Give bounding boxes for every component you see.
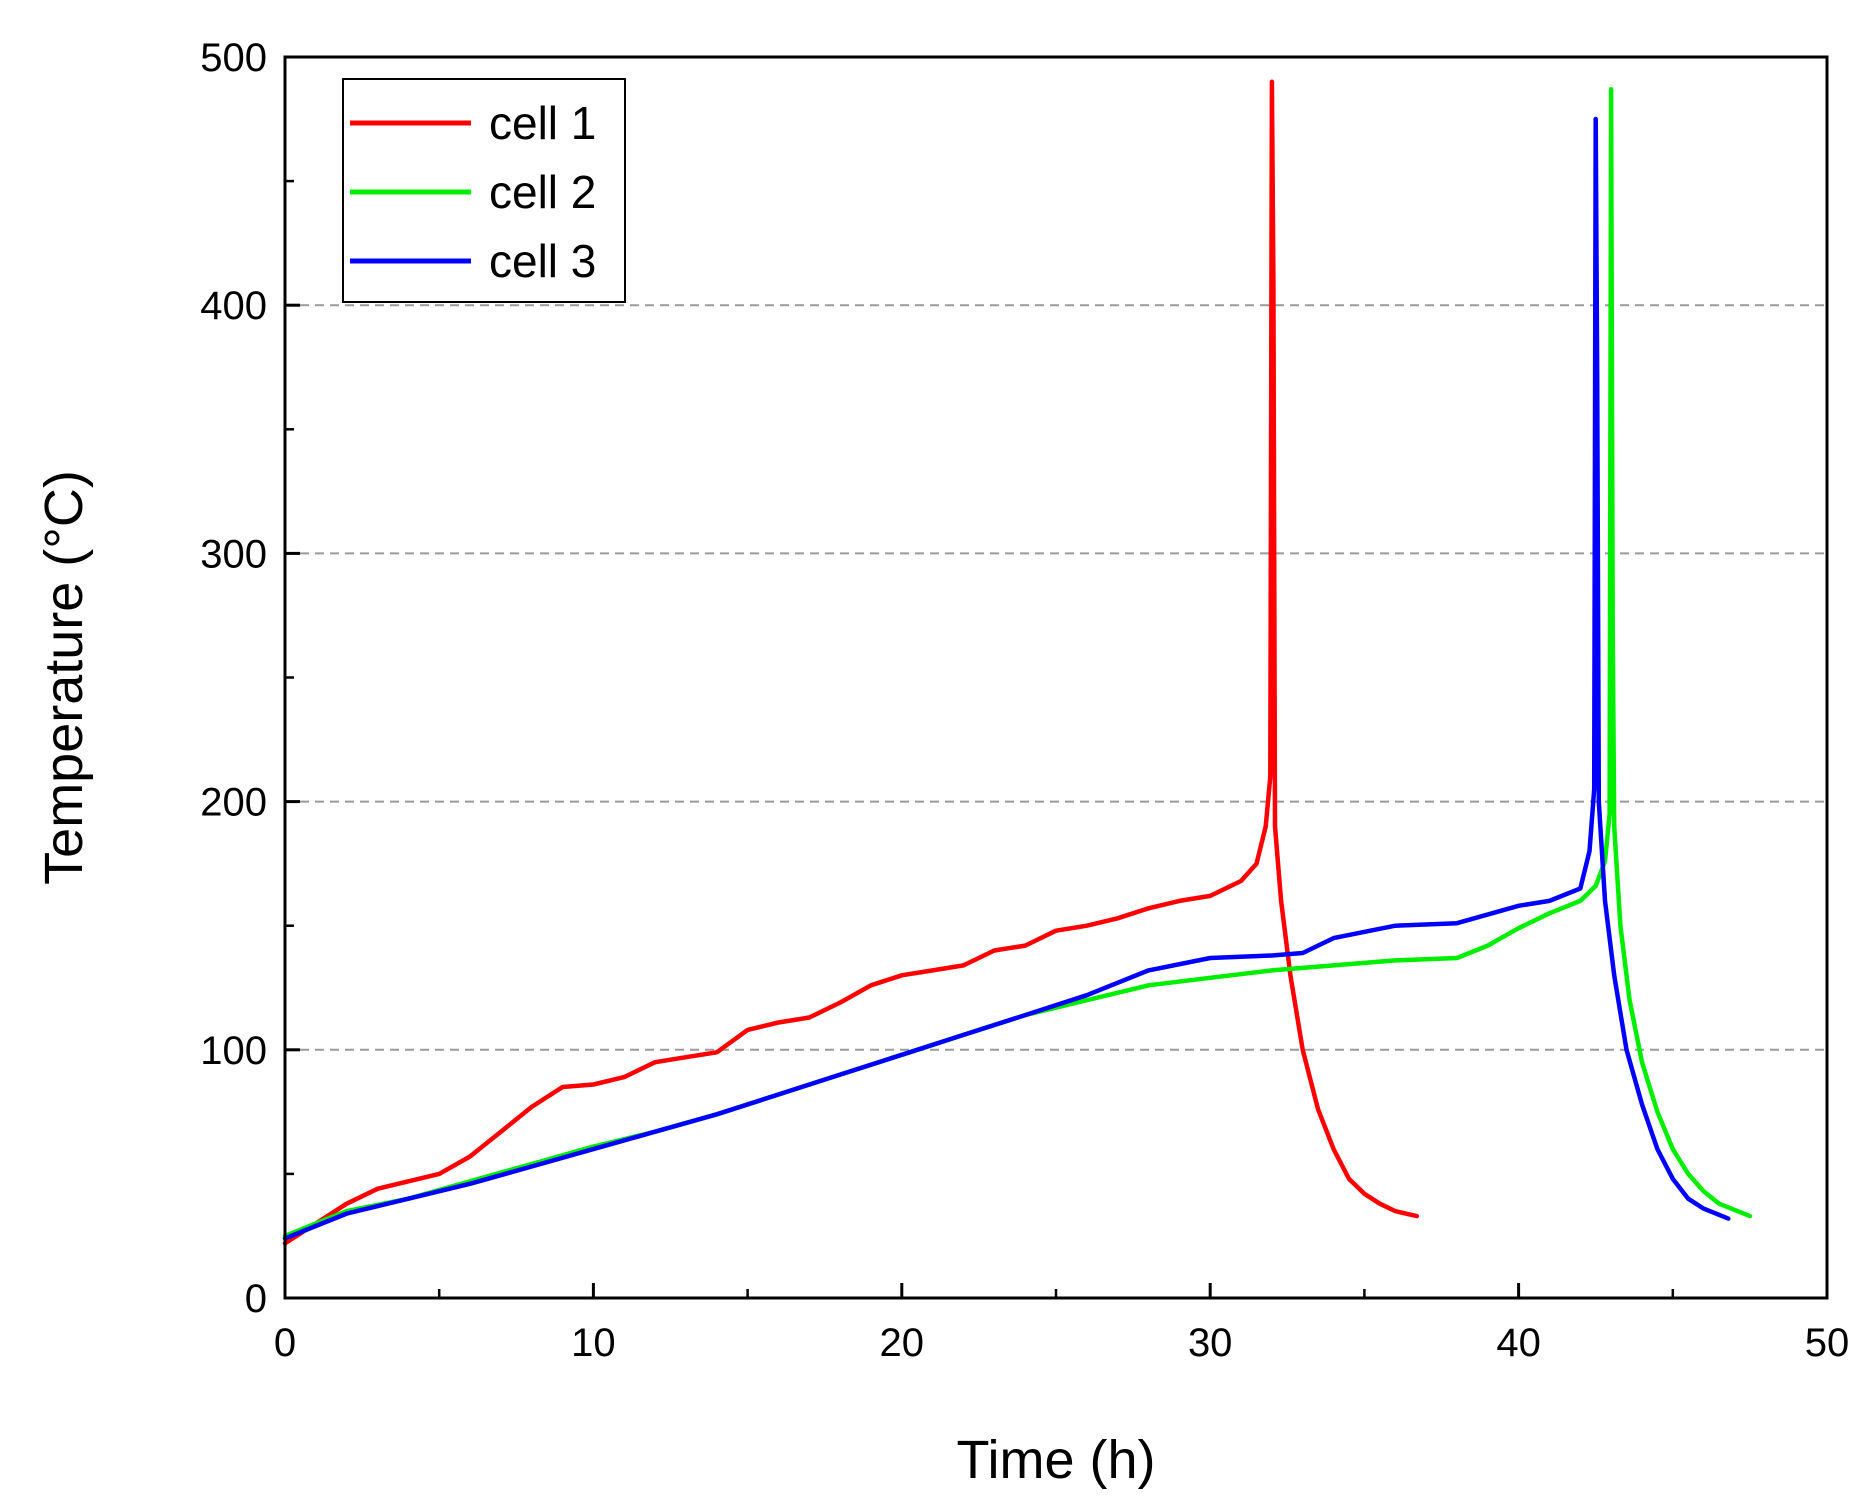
y-axis-label: Temperature (°C) (34, 470, 94, 885)
y-tick-label-0: 0 (245, 1277, 267, 1321)
x-tick-label-0: 0 (274, 1321, 296, 1365)
legend-label-3: cell 3 (489, 235, 596, 287)
y-tick-label-200: 200 (200, 781, 267, 825)
y-tick-label-500: 500 (200, 36, 267, 80)
series-line-1 (282, 79, 1420, 1246)
x-axis-label: Time (h) (957, 1430, 1156, 1490)
gridlines (285, 304, 1827, 1051)
y-tick-label-400: 400 (200, 284, 267, 328)
x-tick-label-20: 20 (880, 1321, 925, 1365)
series-layer (282, 79, 1753, 1246)
y-tick-label-100: 100 (200, 1029, 267, 1073)
x-tick-label-10: 10 (571, 1321, 616, 1365)
legend-label-1: cell 1 (489, 97, 596, 149)
x-tick-label-30: 30 (1188, 1321, 1233, 1365)
legend: cell 1 cell 2 cell 3 (342, 78, 626, 303)
y-tick-label-300: 300 (200, 532, 267, 576)
x-tick-label-50: 50 (1805, 1321, 1850, 1365)
x-tick-label-40: 40 (1496, 1321, 1541, 1365)
series-line-3 (282, 116, 1731, 1241)
legend-label-2: cell 2 (489, 166, 596, 218)
